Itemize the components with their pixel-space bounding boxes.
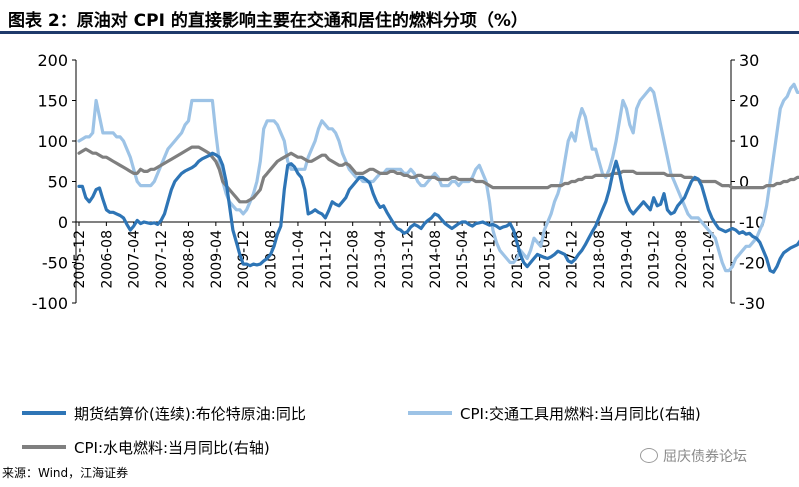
right-y-tick-label: 30 (739, 51, 759, 70)
x-tick-label: 2007-12 (154, 230, 170, 289)
chat-bubble-icon (640, 448, 658, 463)
legend-label-2: CPI:水电燃料:当月同比(右轴) (74, 439, 270, 457)
legend-label-0: 期货结算价(连续):布伦特原油:同比 (74, 405, 306, 423)
x-tick-label: 2020-08 (674, 230, 690, 289)
left-y-tick-label: 150 (37, 92, 68, 111)
right-y-tick-label: -10 (739, 213, 765, 232)
x-tick-label: 2021-04 (701, 230, 717, 289)
left-y-tick-label: -100 (32, 294, 68, 313)
x-tick-label: 2005-12 (72, 230, 88, 289)
x-tick-label: 2017-12 (565, 230, 581, 289)
series-line-0 (77, 151, 799, 274)
x-tick-label: 2013-12 (400, 230, 416, 289)
x-tick-label: 2011-12 (318, 230, 334, 289)
x-tick-label: 2019-04 (619, 230, 635, 289)
x-tick-label: 2011-04 (291, 230, 307, 289)
x-tick-label: 2009-04 (209, 230, 225, 289)
x-tick-label: 2014-08 (428, 230, 444, 289)
x-tick-label: 2015-12 (483, 230, 499, 289)
legend-label-1: CPI:交通工具用燃料:当月同比(右轴) (460, 405, 701, 423)
x-tick-label: 2012-08 (346, 230, 362, 289)
line-chart: -100-50050100150200-30-20-1001020302005-… (22, 51, 799, 457)
x-tick-label: 2019-12 (647, 230, 663, 289)
source-note: 来源：Wind，江海证券 (2, 466, 129, 480)
x-tick-label: 2008-08 (181, 230, 197, 289)
right-y-tick-label: -20 (739, 254, 765, 273)
left-y-tick-label: 50 (48, 173, 68, 192)
left-y-tick-label: 200 (37, 51, 68, 70)
right-y-tick-label: 20 (739, 92, 759, 111)
series-line-2 (77, 145, 799, 204)
title-rule (0, 31, 799, 34)
chart-title: 图表 2：原油对 CPI 的直接影响主要在交通和居住的燃料分项（%） (8, 11, 528, 31)
series-line-1 (77, 82, 799, 273)
left-y-tick-label: 100 (37, 132, 68, 151)
x-tick-label: 2013-04 (373, 230, 389, 289)
x-tick-label: 2018-08 (592, 230, 608, 289)
x-tick-label: 2007-04 (127, 230, 143, 289)
x-tick-label: 2015-04 (455, 230, 471, 289)
brand-name: 屈庆债券论坛 (663, 449, 747, 465)
x-tick-label: 2006-08 (99, 230, 115, 289)
x-tick-label: 2009-12 (236, 230, 252, 289)
left-y-tick-label: 0 (58, 213, 68, 232)
right-y-tick-label: 0 (739, 173, 749, 192)
right-y-tick-label: 10 (739, 132, 759, 151)
brand-watermark: 屈庆债券论坛 (640, 446, 747, 466)
right-y-tick-label: -30 (739, 294, 765, 313)
left-y-tick-label: -50 (42, 254, 68, 273)
